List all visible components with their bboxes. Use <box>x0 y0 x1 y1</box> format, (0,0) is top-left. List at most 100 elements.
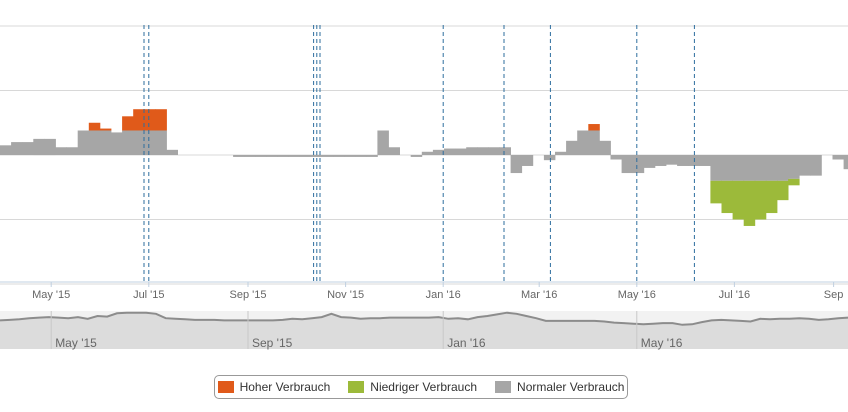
bar[interactable] <box>77 130 90 155</box>
bar[interactable] <box>122 130 134 155</box>
navigator-label: Sep '15 <box>252 336 293 350</box>
bar[interactable] <box>355 155 367 157</box>
bar[interactable] <box>699 155 711 166</box>
bar[interactable] <box>421 151 434 155</box>
bar[interactable] <box>777 180 789 201</box>
bar[interactable] <box>155 109 167 131</box>
bar[interactable] <box>299 155 312 157</box>
bar[interactable] <box>155 130 167 155</box>
bar[interactable] <box>466 147 478 155</box>
bar[interactable] <box>33 138 45 156</box>
bar[interactable] <box>88 122 101 131</box>
bar[interactable] <box>288 155 301 157</box>
bar[interactable] <box>277 155 290 157</box>
bar[interactable] <box>599 140 611 155</box>
bar[interactable] <box>122 116 134 131</box>
bar[interactable] <box>721 155 734 181</box>
bar[interactable] <box>333 155 345 157</box>
bar[interactable] <box>344 155 356 157</box>
x-tick-label: Sep '15 <box>230 289 267 301</box>
bar[interactable] <box>499 147 512 155</box>
bar[interactable] <box>432 149 445 155</box>
bar[interactable] <box>388 147 401 155</box>
bar[interactable] <box>133 109 145 131</box>
bar[interactable] <box>743 180 756 226</box>
navigator[interactable]: May '15 Sep '15 Jan '16 May '16 <box>0 311 848 350</box>
bar[interactable] <box>843 155 848 170</box>
x-tick-label: Jan '16 <box>426 289 461 301</box>
bar[interactable] <box>555 151 567 155</box>
legend-item-low[interactable]: Niedriger Verbrauch <box>348 380 477 394</box>
bar[interactable] <box>444 148 456 155</box>
bar[interactable] <box>99 130 112 155</box>
legend-item-high[interactable]: Hoher Verbrauch <box>217 380 330 394</box>
bar[interactable] <box>654 155 667 166</box>
bar[interactable] <box>610 155 623 160</box>
bar[interactable] <box>133 130 145 155</box>
bar[interactable] <box>721 180 734 214</box>
bar[interactable] <box>621 155 634 174</box>
bar[interactable] <box>588 130 600 155</box>
bar[interactable] <box>88 130 101 155</box>
bar[interactable] <box>410 155 423 157</box>
bar[interactable] <box>510 155 523 174</box>
bar[interactable] <box>255 155 267 157</box>
bar[interactable] <box>732 180 745 220</box>
bar[interactable] <box>632 155 645 174</box>
bar[interactable] <box>22 142 34 155</box>
bar[interactable] <box>643 155 656 168</box>
bar[interactable] <box>710 180 722 204</box>
bar[interactable] <box>677 155 689 166</box>
bar[interactable] <box>765 180 778 214</box>
bar[interactable] <box>810 155 822 176</box>
bar[interactable] <box>832 155 845 160</box>
x-tick-label: Mar '16 <box>521 289 557 301</box>
bar[interactable] <box>566 140 578 155</box>
bar[interactable] <box>377 130 389 155</box>
bar[interactable] <box>732 155 745 181</box>
bar[interactable] <box>166 149 179 155</box>
bar[interactable] <box>743 155 756 181</box>
bar[interactable] <box>710 155 722 181</box>
bar[interactable] <box>777 155 789 181</box>
bar[interactable] <box>543 155 556 161</box>
x-tick-label: May '16 <box>618 289 656 301</box>
bar[interactable] <box>11 142 23 155</box>
bar[interactable] <box>788 155 800 179</box>
bar[interactable] <box>488 147 500 155</box>
bar[interactable] <box>44 138 56 156</box>
bar[interactable] <box>788 178 800 186</box>
bar[interactable] <box>144 130 156 155</box>
legend-swatch-normal <box>495 381 512 393</box>
bar[interactable] <box>144 109 156 131</box>
bar[interactable] <box>477 147 489 155</box>
bar[interactable] <box>521 155 534 166</box>
navigator-line <box>0 311 848 326</box>
bar[interactable] <box>310 155 323 157</box>
bar[interactable] <box>588 124 600 131</box>
legend-item-normal[interactable]: Normaler Verbrauch <box>495 380 624 394</box>
bar[interactable] <box>765 155 778 181</box>
navigator-area <box>0 312 848 349</box>
bar[interactable] <box>577 130 589 155</box>
x-tick-label: Jul '16 <box>719 289 750 301</box>
series-high <box>88 109 600 131</box>
bar[interactable] <box>366 155 378 157</box>
bar[interactable] <box>799 155 811 176</box>
bar[interactable] <box>754 155 767 181</box>
bar[interactable] <box>266 155 278 157</box>
bar[interactable] <box>455 148 467 155</box>
bar[interactable] <box>111 132 123 155</box>
bar[interactable] <box>244 155 256 157</box>
bar[interactable] <box>666 155 678 165</box>
bar[interactable] <box>0 145 12 155</box>
bar[interactable] <box>55 147 68 155</box>
bar[interactable] <box>233 155 245 157</box>
navigator-label: May '16 <box>641 336 683 350</box>
bar[interactable] <box>66 147 79 155</box>
bar[interactable] <box>321 155 334 157</box>
bar[interactable] <box>754 180 767 220</box>
bar[interactable] <box>99 128 112 131</box>
legend-swatch-low <box>348 381 365 393</box>
x-tick-label: May '15 <box>32 289 70 301</box>
